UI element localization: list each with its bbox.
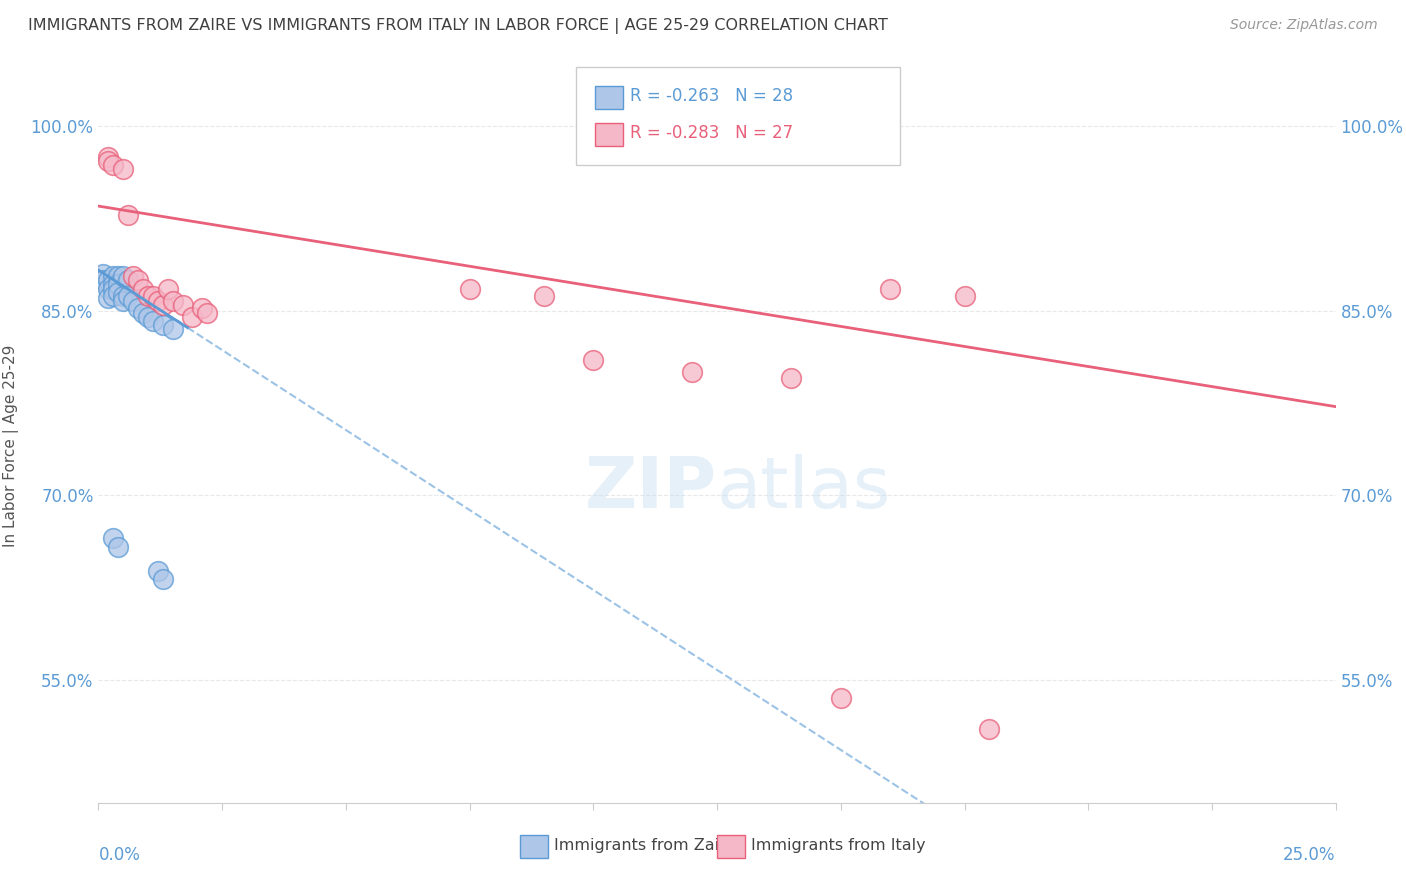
Point [152,297,174,311]
Y-axis label: In Labor Force | Age 25-29: In Labor Force | Age 25-29 [3,345,20,547]
Point [112,289,135,303]
Point [97,273,120,287]
Point [107,540,129,554]
Text: Immigrants from Italy: Immigrants from Italy [751,838,925,854]
Point [103,531,125,545]
Point [103,281,125,295]
Text: 0.0%: 0.0% [98,846,141,863]
Point [142,313,165,327]
Point [93,267,115,281]
Point [117,208,139,222]
Point [146,565,169,579]
Text: IMMIGRANTS FROM ZAIRE VS IMMIGRANTS FROM ITALY IN LABOR FORCE | AGE 25-29 CORREL: IMMIGRANTS FROM ZAIRE VS IMMIGRANTS FROM… [28,18,889,34]
Point [879,281,901,295]
Point [172,297,194,311]
Point [103,159,125,173]
Point [458,281,481,295]
Point [136,310,159,324]
Point [117,273,139,287]
Point [107,269,129,284]
Point [132,306,155,320]
Point [122,293,145,308]
Point [127,301,149,316]
Point [195,306,218,320]
Point [97,281,120,295]
Point [162,293,184,308]
Point [112,162,135,177]
Point [582,352,605,367]
Point [107,277,129,291]
Point [97,153,120,168]
Point [103,289,125,303]
Point [780,371,803,385]
Text: R = -0.283   N = 27: R = -0.283 N = 27 [630,124,793,142]
Point [103,277,125,291]
Text: atlas: atlas [717,454,891,524]
Point [127,273,149,287]
Text: Source: ZipAtlas.com: Source: ZipAtlas.com [1230,18,1378,32]
Point [152,572,174,586]
Point [117,289,139,303]
Point [191,301,214,316]
Point [953,289,976,303]
Point [136,289,159,303]
Point [162,322,184,336]
Point [103,269,125,284]
Point [152,318,174,333]
Point [181,310,204,324]
Point [97,291,120,305]
Point [93,273,115,287]
Point [979,722,1001,736]
Text: Immigrants from Zaire: Immigrants from Zaire [554,838,735,854]
Point [156,281,179,295]
Point [142,289,165,303]
Point [107,285,129,300]
Point [132,281,155,295]
Text: R = -0.263   N = 28: R = -0.263 N = 28 [630,87,793,104]
Point [533,289,555,303]
Point [146,293,169,308]
Point [112,293,135,308]
Point [112,269,135,284]
Point [830,691,852,706]
Point [122,269,145,284]
Text: 25.0%: 25.0% [1284,846,1336,863]
Point [681,365,703,379]
Text: ZIP: ZIP [585,454,717,524]
Point [97,150,120,164]
